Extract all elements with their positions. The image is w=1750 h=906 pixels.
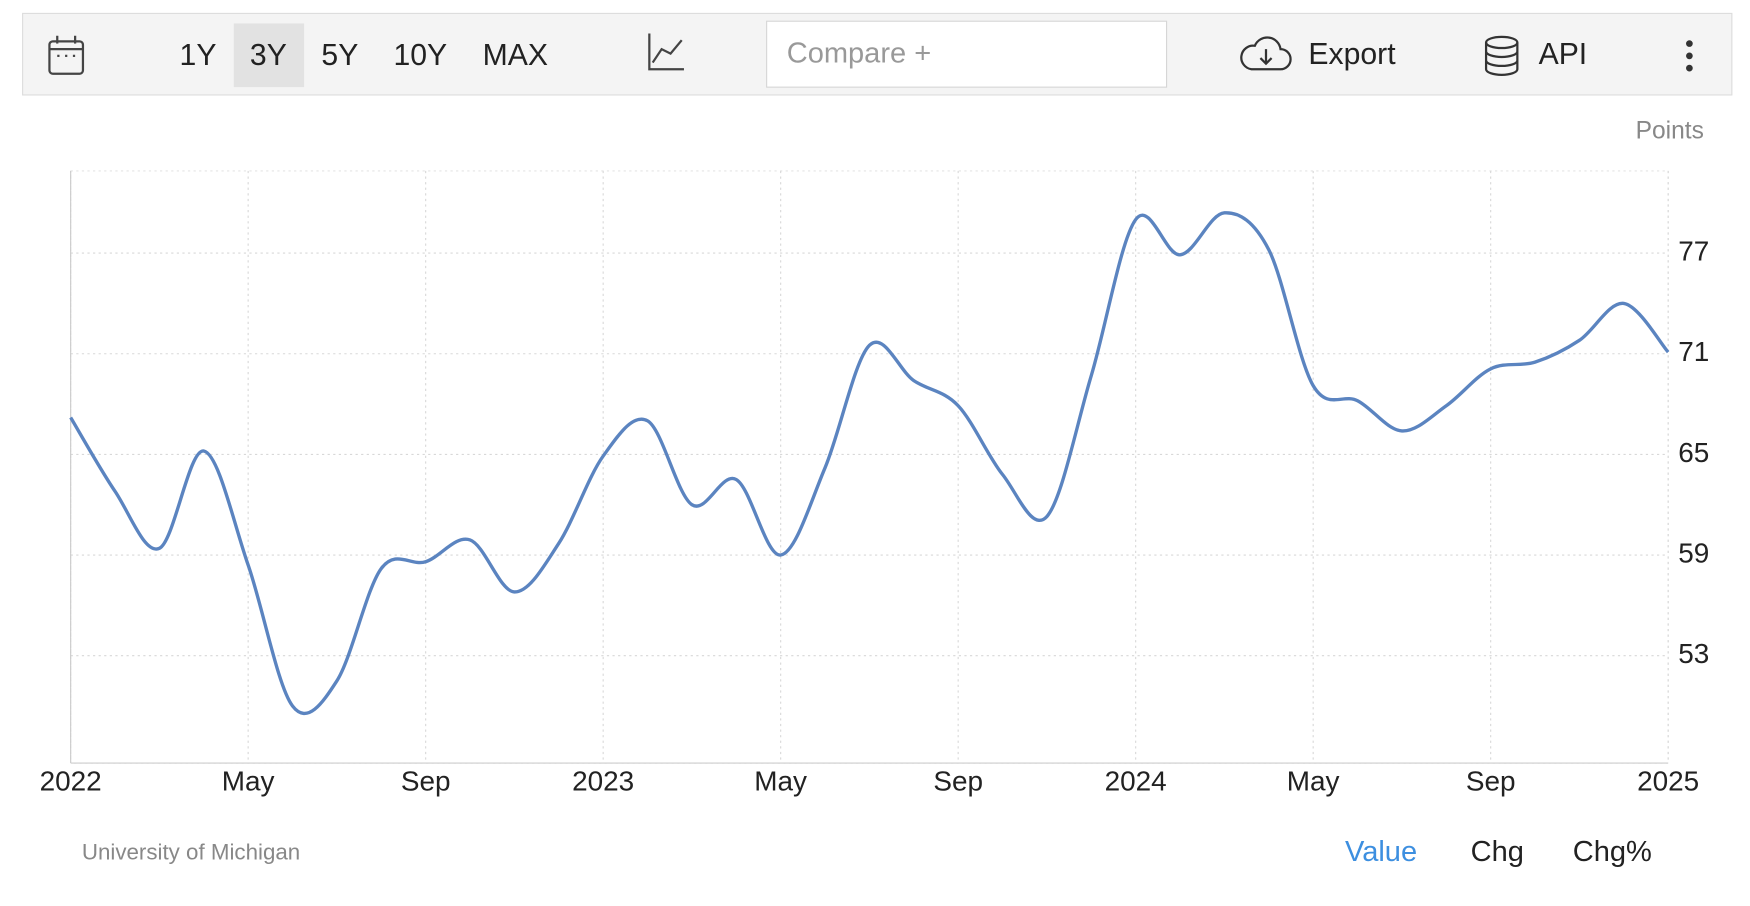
x-tick-label: Sep (933, 765, 983, 796)
y-tick-label: 65 (1678, 437, 1709, 468)
range-button[interactable]: 3Y (250, 39, 287, 72)
y-tick-label: 71 (1678, 336, 1709, 367)
api-button[interactable]: API (1539, 38, 1588, 71)
x-tick-label: Sep (401, 765, 451, 796)
chart-type-icon[interactable] (648, 33, 684, 71)
x-tick-label: 2023 (572, 765, 634, 796)
calendar-icon[interactable] (48, 35, 85, 75)
y-unit: Points (1636, 117, 1704, 144)
y-tick-label: 77 (1678, 235, 1709, 266)
more-menu[interactable] (1686, 40, 1693, 72)
data-line (69, 211, 1670, 715)
view-tab[interactable]: Chg (1471, 836, 1524, 868)
export-icon[interactable] (1240, 36, 1292, 71)
x-tick-label: May (222, 765, 275, 796)
range-button[interactable]: 10Y (393, 39, 447, 72)
compare-placeholder: Compare + (787, 37, 931, 69)
range-button[interactable]: 1Y (180, 39, 217, 72)
y-tick-label: 59 (1678, 537, 1709, 568)
x-tick-label: Sep (1466, 765, 1516, 796)
x-tick-label: 2024 (1105, 765, 1167, 796)
y-tick-label: 53 (1678, 638, 1709, 669)
plot-frame (70, 170, 1669, 764)
view-tab[interactable]: Value (1345, 836, 1417, 868)
source: University of Michigan (82, 839, 300, 864)
compare-input[interactable] (766, 20, 1168, 88)
x-tick-label: 2025 (1637, 765, 1699, 796)
range-button[interactable]: 5Y (321, 39, 358, 72)
range-button[interactable]: MAX (483, 39, 548, 72)
view-tab[interactable]: Chg% (1573, 836, 1652, 868)
x-tick-label: May (754, 765, 807, 796)
api-icon[interactable] (1484, 35, 1519, 76)
x-tick-label: 2022 (40, 765, 102, 796)
range-active-bg (233, 23, 305, 88)
export-button[interactable]: Export (1308, 38, 1396, 71)
x-tick-label: May (1287, 765, 1340, 796)
